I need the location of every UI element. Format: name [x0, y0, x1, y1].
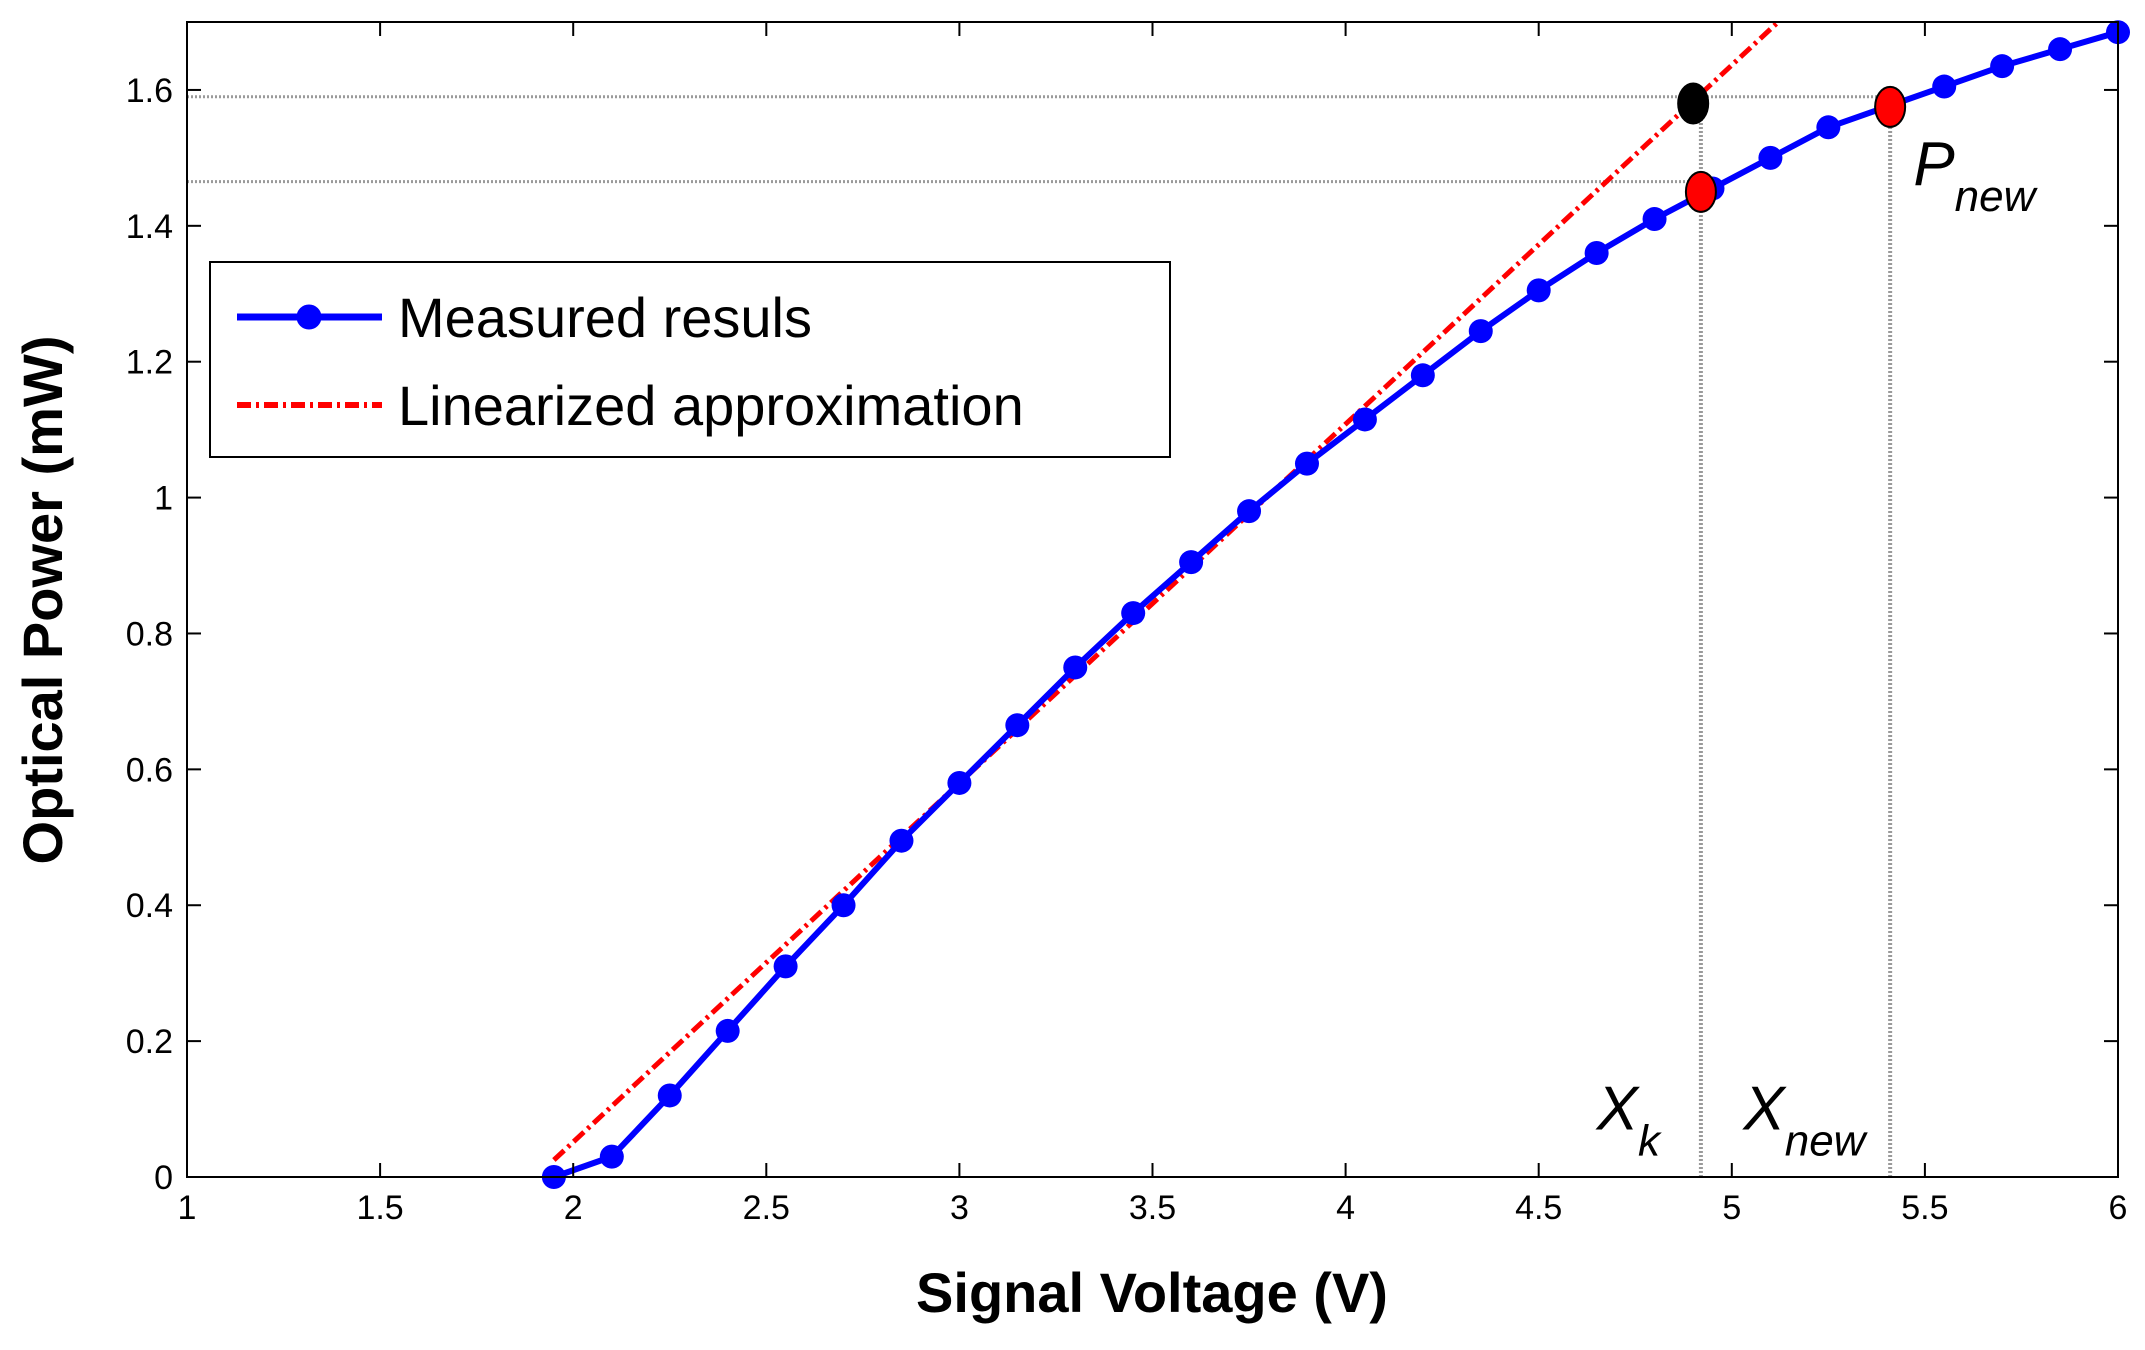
data-point-measured — [715, 1018, 740, 1043]
x-tick-label: 1.5 — [356, 1189, 403, 1227]
x-tick-label: 2.5 — [743, 1189, 790, 1227]
x-axis: 1 1.5 2 2.5 3 3.5 4 4.5 5 5.5 6 — [178, 22, 2128, 1227]
x-tick-label: 3 — [950, 1189, 969, 1227]
x-tick-label: 5 — [1722, 1189, 1741, 1227]
legend: Measured resuls Linearized approximation — [209, 261, 1171, 458]
data-point-measured — [1990, 54, 2015, 79]
y-tick-label: 1.6 — [126, 72, 173, 110]
reference-lines — [187, 95, 1893, 1177]
series-layer — [541, 20, 2130, 1189]
data-point-measured — [1237, 499, 1262, 524]
data-point-measured — [831, 893, 856, 918]
highlight-point-red — [1874, 85, 1907, 128]
annotation-p-new: Pnew — [1913, 130, 2038, 221]
data-point-measured — [1932, 74, 1957, 99]
y-tick-label: 0.2 — [126, 1023, 173, 1061]
annotation-x-k: Xk — [1595, 1074, 1662, 1165]
highlight-point-red — [1684, 170, 1717, 213]
y-tick-label: 0.4 — [126, 887, 173, 925]
data-point-measured — [1816, 115, 1841, 140]
highlight-markers — [1677, 82, 1907, 213]
y-tick-label: 1 — [154, 480, 173, 518]
data-point-measured — [889, 828, 914, 853]
data-point-measured — [1294, 451, 1319, 476]
x-tick-label: 5.5 — [1901, 1189, 1948, 1227]
data-point-measured — [1584, 241, 1609, 265]
data-point-measured — [1410, 363, 1435, 388]
x-tick-label: 2 — [564, 1189, 583, 1227]
data-point-measured — [2048, 37, 2073, 62]
legend-box — [209, 261, 1171, 458]
data-point-measured — [1468, 319, 1493, 344]
series-line-measured-results — [552, 29, 2119, 1180]
series-line-linearized-approximation — [552, 20, 1780, 1162]
data-point-measured — [773, 954, 798, 979]
data-point-measured — [1352, 407, 1377, 432]
y-tick-label: 1.2 — [126, 344, 173, 382]
x-axis-title: Signal Voltage (V) — [916, 1261, 1388, 1324]
y-axis-title: Optical Power (mW) — [11, 336, 74, 865]
x-tick-label: 4 — [1336, 1189, 1355, 1227]
annotation-x-new: Xnew — [1741, 1074, 1868, 1165]
data-point-measured — [1063, 655, 1088, 680]
x-tick-label: 3.5 — [1129, 1189, 1176, 1227]
annotations: Xk Xnew Pnew — [1595, 130, 2039, 1165]
data-point-measured — [657, 1083, 682, 1108]
y-tick-label: 0.6 — [126, 751, 173, 789]
data-point-measured — [599, 1144, 624, 1169]
y-axis: 0 0.2 0.4 0.6 0.8 1 1.2 1.4 1.6 — [126, 72, 2118, 1197]
y-tick-label: 0.8 — [126, 615, 173, 653]
data-point-measured — [1121, 601, 1146, 626]
data-point-measured — [1005, 713, 1030, 738]
legend-label-measured: Measured resuls — [398, 286, 812, 349]
data-point-measured — [1758, 145, 1783, 170]
legend-label-linear: Linearized approximation — [398, 374, 1024, 437]
y-tick-label: 1.4 — [126, 208, 173, 246]
x-tick-label: 4.5 — [1515, 1189, 1562, 1227]
x-tick-label: 1 — [178, 1189, 197, 1227]
y-tick-label: 0 — [154, 1159, 173, 1197]
data-point-measured — [1642, 207, 1667, 232]
data-point-measured — [1526, 278, 1551, 303]
highlight-point-black — [1677, 82, 1710, 125]
legend-marker-measured — [296, 304, 322, 330]
data-point-measured — [1179, 550, 1204, 575]
x-tick-label: 6 — [2109, 1189, 2128, 1227]
data-point-measured — [947, 770, 972, 795]
